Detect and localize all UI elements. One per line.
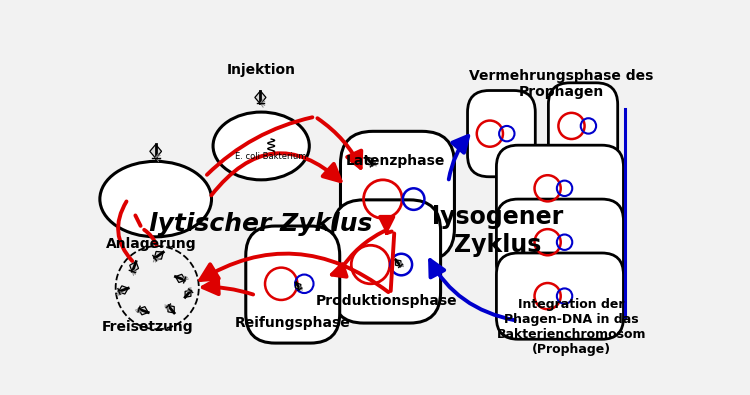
Polygon shape (296, 283, 301, 290)
FancyBboxPatch shape (496, 253, 623, 339)
Polygon shape (130, 261, 139, 272)
Polygon shape (255, 91, 266, 104)
Text: Vermehrungsphase des
Prophagen: Vermehrungsphase des Prophagen (470, 69, 654, 100)
FancyBboxPatch shape (496, 199, 623, 285)
Polygon shape (118, 286, 128, 294)
FancyBboxPatch shape (340, 131, 454, 261)
Polygon shape (168, 305, 174, 313)
Polygon shape (185, 290, 191, 297)
FancyBboxPatch shape (548, 83, 618, 169)
Text: Integration der
Phagen-DNA in das
Bakterienchromosom
(Prophage): Integration der Phagen-DNA in das Bakter… (496, 298, 646, 356)
FancyBboxPatch shape (333, 200, 440, 323)
Polygon shape (395, 260, 401, 266)
Text: lytischer Zyklus: lytischer Zyklus (149, 213, 373, 237)
Ellipse shape (100, 162, 211, 237)
FancyBboxPatch shape (467, 90, 536, 177)
Text: lysogener
Zyklus: lysogener Zyklus (432, 205, 563, 257)
Polygon shape (150, 145, 161, 158)
Polygon shape (367, 157, 373, 166)
Ellipse shape (213, 112, 309, 180)
Polygon shape (154, 252, 164, 259)
Text: Freisetzung: Freisetzung (102, 320, 194, 334)
Text: Latenzphase: Latenzphase (346, 154, 445, 168)
Polygon shape (176, 274, 185, 282)
Text: Reifungsphase: Reifungsphase (235, 316, 350, 330)
Text: Injektion: Injektion (226, 64, 296, 77)
Polygon shape (139, 307, 148, 315)
Text: Produktionsphase: Produktionsphase (316, 295, 458, 308)
FancyBboxPatch shape (246, 226, 340, 343)
Text: E. coli Bakterium: E. coli Bakterium (236, 152, 307, 161)
FancyBboxPatch shape (496, 145, 623, 231)
Text: Anlagerung: Anlagerung (106, 237, 196, 251)
